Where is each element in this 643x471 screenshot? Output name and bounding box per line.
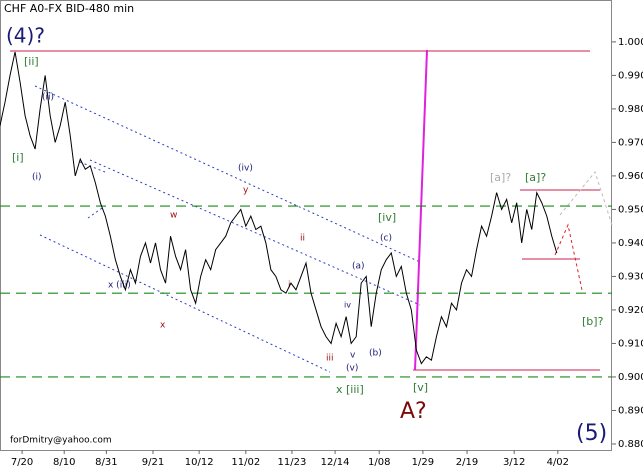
wave-label: [ii] [24,55,39,68]
wave-label: y [243,186,249,196]
wave-label: [i] [12,151,24,164]
wave-label: x [iii] [336,383,364,396]
wave-label: [a]? [525,171,546,184]
wave-label: iv [344,301,351,310]
watermark: forDmitry@yahoo.com [10,436,112,446]
wave-label: ii [300,234,305,244]
wave-targets [10,49,613,371]
wave-label: iii [326,354,334,364]
x-tick-label: 1/08 [368,457,390,468]
annotations: (4)? [ii] (ii) [i] (i) (iv) y w x x (iii… [6,24,607,447]
y-tick-label: 1.000 [618,37,643,48]
y-tick-label: 0.940 [618,238,643,249]
wave-label: [a]? [490,171,511,184]
y-tick-label: 0.920 [618,305,643,316]
wave-label: [b]? [582,315,604,328]
wave-label: (4)? [6,24,45,48]
wave-label: x [160,321,166,331]
y-tick-label: 0.890 [618,405,643,416]
wave-label: v [350,351,356,361]
x-tick-label: 12/14 [321,457,350,468]
x-tick-label: 4/02 [547,457,569,468]
x-tick-label: 8/10 [53,457,75,468]
y-tick-label: 0.930 [618,271,643,282]
channels [34,85,421,373]
wave-label: (v) [346,364,358,374]
wave-label: (i) [32,173,42,183]
wave-label: (5) [576,421,607,446]
chart-title: CHF A0-FX BID-480 min [4,2,134,15]
wave-label: [iv] [378,211,396,224]
x-tick-label: 9/21 [142,457,164,468]
wave-label: (iv) [238,164,253,174]
x-tick-label: 8/31 [95,457,117,468]
x-tick-label: 1/29 [412,457,434,468]
wave-label: (b) [369,349,382,359]
wave-label: (c) [380,234,392,244]
y-tick-label: 0.960 [618,171,643,182]
y-tick-label: 0.900 [618,372,643,383]
y-tick-label: 0.950 [618,204,643,215]
wave-label: w [170,211,177,221]
wave-label: (a) [352,262,365,272]
wave-label: x (iii) [108,281,131,291]
x-tick-label: 11/02 [231,457,260,468]
x-tick-label: 10/12 [185,457,214,468]
price-line [0,51,558,365]
x-tick-label: 7/20 [11,457,33,468]
y-tick-label: 0.880 [618,439,643,450]
y-tick-label: 0.910 [618,338,643,349]
x-tick-label: 11/23 [278,457,307,468]
plot-frame [0,0,612,451]
wave-label: A? [400,399,427,424]
x-tick-label: 3/12 [503,457,525,468]
y-tick-label: 0.980 [618,104,643,115]
x-tick-label: 2/19 [456,457,478,468]
y-tick-label: 0.970 [618,137,643,148]
y-tick-label: 0.990 [618,70,643,81]
wave-label: [v] [413,381,428,394]
